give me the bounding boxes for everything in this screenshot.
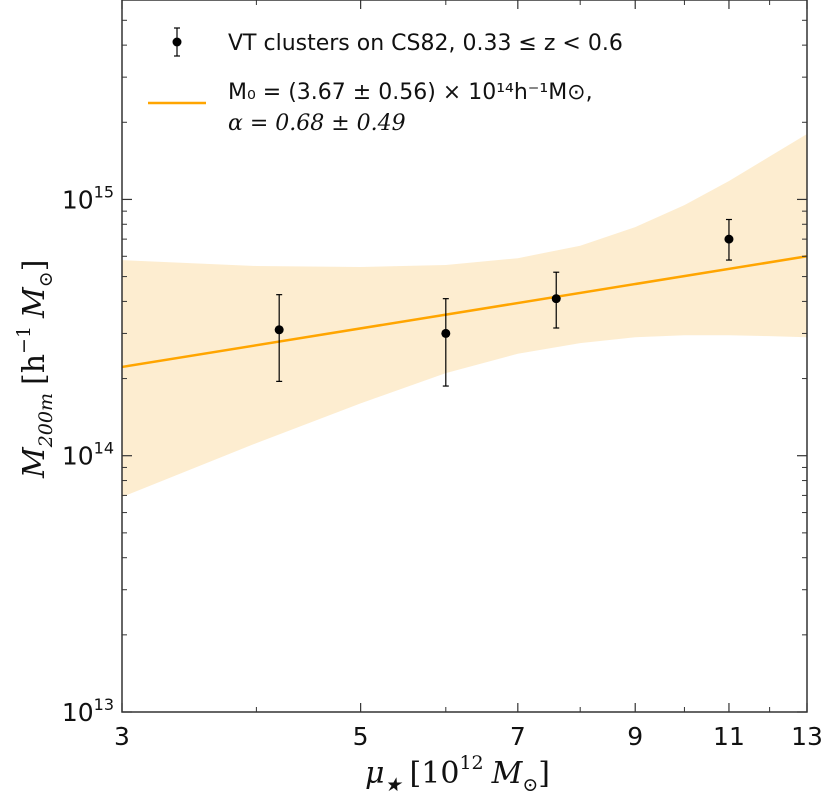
data-point [551,271,561,329]
x-tick-label: 5 [353,722,369,751]
fit-line [121,255,808,369]
point-marker [441,328,451,338]
y-axis-label: M200m[h−1M⊙] [13,260,57,479]
y-tick-label: 1013 [62,695,114,727]
data-point [274,294,284,382]
conf-band-layer [122,134,807,497]
legend-points-label: VT clusters on CS82, 0.33 ≤ z < 0.6 [228,31,623,56]
y-tick-label: 1014 [62,439,114,471]
legend-fit-label-1: M₀ = (3.67 ± 0.56) × 10¹⁴h⁻¹M⊙, [228,80,593,105]
point-marker [551,294,561,304]
point-marker [274,325,284,335]
point-marker [724,234,734,244]
x-axis-label: μ★ [1012 M⊙] [365,752,550,796]
x-tick-label: 9 [627,722,643,751]
x-tick-label: 11 [713,722,745,751]
x-tick-label: 13 [791,722,823,751]
legend-point-marker [172,37,182,47]
legend: VT clusters on CS82, 0.33 ≤ z < 0.6 M₀ =… [148,27,623,136]
data-point [441,298,451,387]
y-tick-label: 1015 [62,182,114,214]
plot-frame [121,0,808,713]
confidence-band [122,134,807,497]
x-ticks: 3 5 7 9 11 13 [114,0,823,751]
legend-fit-label-2: α = 0.68 ± 0.49 [228,111,406,136]
fit-line-layer [121,255,808,369]
x-tick-label: 7 [510,722,526,751]
x-tick-label: 3 [114,722,130,751]
y-ticks: 1013 1014 1015 [62,0,807,727]
data-points-layer [274,218,734,387]
data-point [724,218,734,261]
